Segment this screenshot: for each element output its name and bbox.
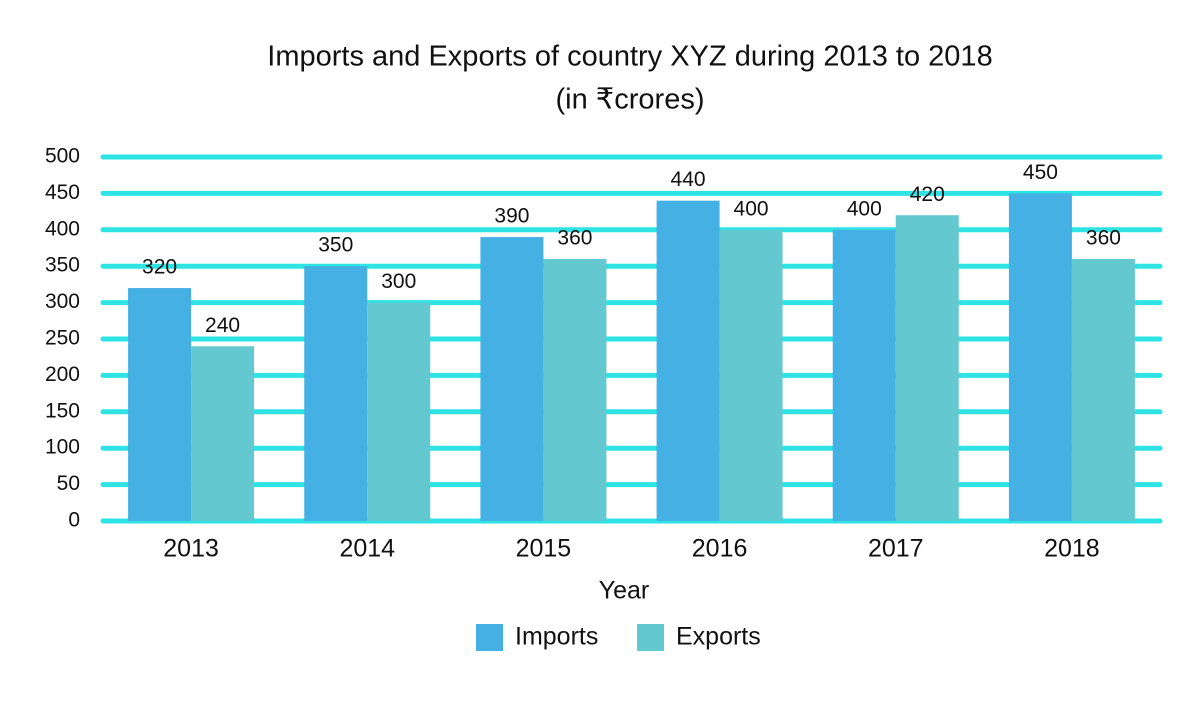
value-label: 420 [910,183,945,206]
value-label: 400 [734,197,769,220]
bar [1071,258,1135,521]
chart-title: Imports and Exports of country XYZ durin… [267,41,992,73]
bar [1008,193,1072,521]
bar [367,302,431,521]
y-tick-label: 300 [45,290,80,313]
value-label: 390 [494,205,529,228]
x-tick-label: 2018 [1044,535,1100,563]
y-tick-label: 250 [45,327,80,350]
value-label: 240 [205,314,240,337]
bar [543,258,607,521]
x-tick-label: 2017 [868,535,924,563]
legend-swatch [476,624,503,651]
bar [191,346,255,521]
legend-swatch [637,624,664,651]
value-label: 360 [1086,226,1121,249]
bar [304,266,368,521]
x-tick-label: 2016 [692,535,748,563]
bar [895,215,959,522]
x-axis-label: Year [599,577,650,605]
y-tick-label: 0 [68,509,80,532]
x-tick-label: 2014 [339,535,395,563]
chart-subtitle: (in ₹crores) [556,84,705,116]
bar [719,229,783,522]
y-tick-label: 400 [45,217,80,240]
value-label: 450 [1023,161,1058,184]
bar [480,237,544,521]
y-tick-label: 200 [45,363,80,386]
y-tick-label: 150 [45,399,80,422]
bar [656,200,720,521]
bar [128,288,192,521]
x-tick-label: 2015 [516,535,572,563]
value-label: 300 [381,270,416,293]
y-tick-label: 100 [45,436,80,459]
y-tick-label: 450 [45,181,80,204]
value-label: 350 [318,234,353,257]
legend-label: Exports [676,623,761,651]
legend-label: Imports [515,623,598,651]
value-label: 440 [671,168,706,191]
value-label: 320 [142,256,177,279]
y-tick-label: 500 [45,145,80,168]
value-label: 400 [847,197,882,220]
y-tick-label: 50 [57,472,80,495]
value-label: 360 [557,226,592,249]
x-tick-label: 2013 [163,535,219,563]
bar [832,229,896,522]
y-tick-label: 350 [45,254,80,277]
